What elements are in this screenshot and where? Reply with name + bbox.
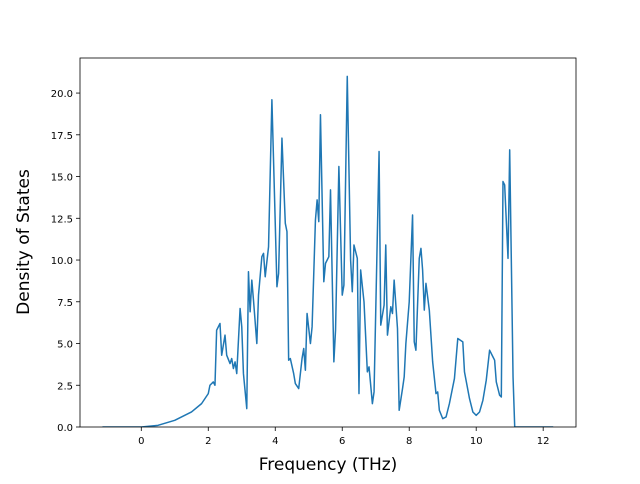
x-tick-label: 2 (205, 436, 211, 447)
x-tick-label: 0 (138, 436, 144, 447)
x-tick-label: 12 (537, 436, 550, 447)
x-axis-label: Frequency (THz) (259, 455, 398, 475)
y-axis-label: Density of States (14, 169, 34, 315)
y-tick-label: 20.0 (51, 89, 73, 100)
x-tick-label: 4 (272, 436, 278, 447)
y-tick-label: 17.5 (51, 131, 73, 142)
y-tick-label: 0.0 (57, 423, 73, 434)
y-tick-label: 15.0 (51, 173, 73, 184)
data-line (102, 75, 554, 427)
y-tick-label: 5.0 (57, 340, 73, 351)
y-tick-label: 10.0 (51, 256, 73, 267)
x-tick-label: 6 (339, 436, 345, 447)
plot-frame (79, 57, 577, 428)
x-tick-label: 10 (470, 436, 483, 447)
y-tick-label: 7.5 (57, 298, 73, 309)
y-tick-label: 2.5 (57, 381, 73, 392)
y-tick-label: 12.5 (51, 214, 73, 225)
x-tick-label: 8 (406, 436, 412, 447)
